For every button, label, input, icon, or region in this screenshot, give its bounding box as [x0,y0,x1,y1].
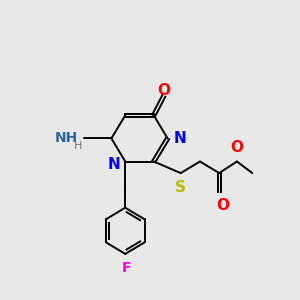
Text: H: H [74,141,82,151]
Text: F: F [122,261,132,275]
Text: N: N [174,131,187,146]
Text: O: O [216,199,229,214]
Text: S: S [175,180,186,195]
Text: N: N [108,157,121,172]
Text: O: O [230,140,243,155]
Text: O: O [157,83,170,98]
Text: NH: NH [55,131,78,146]
